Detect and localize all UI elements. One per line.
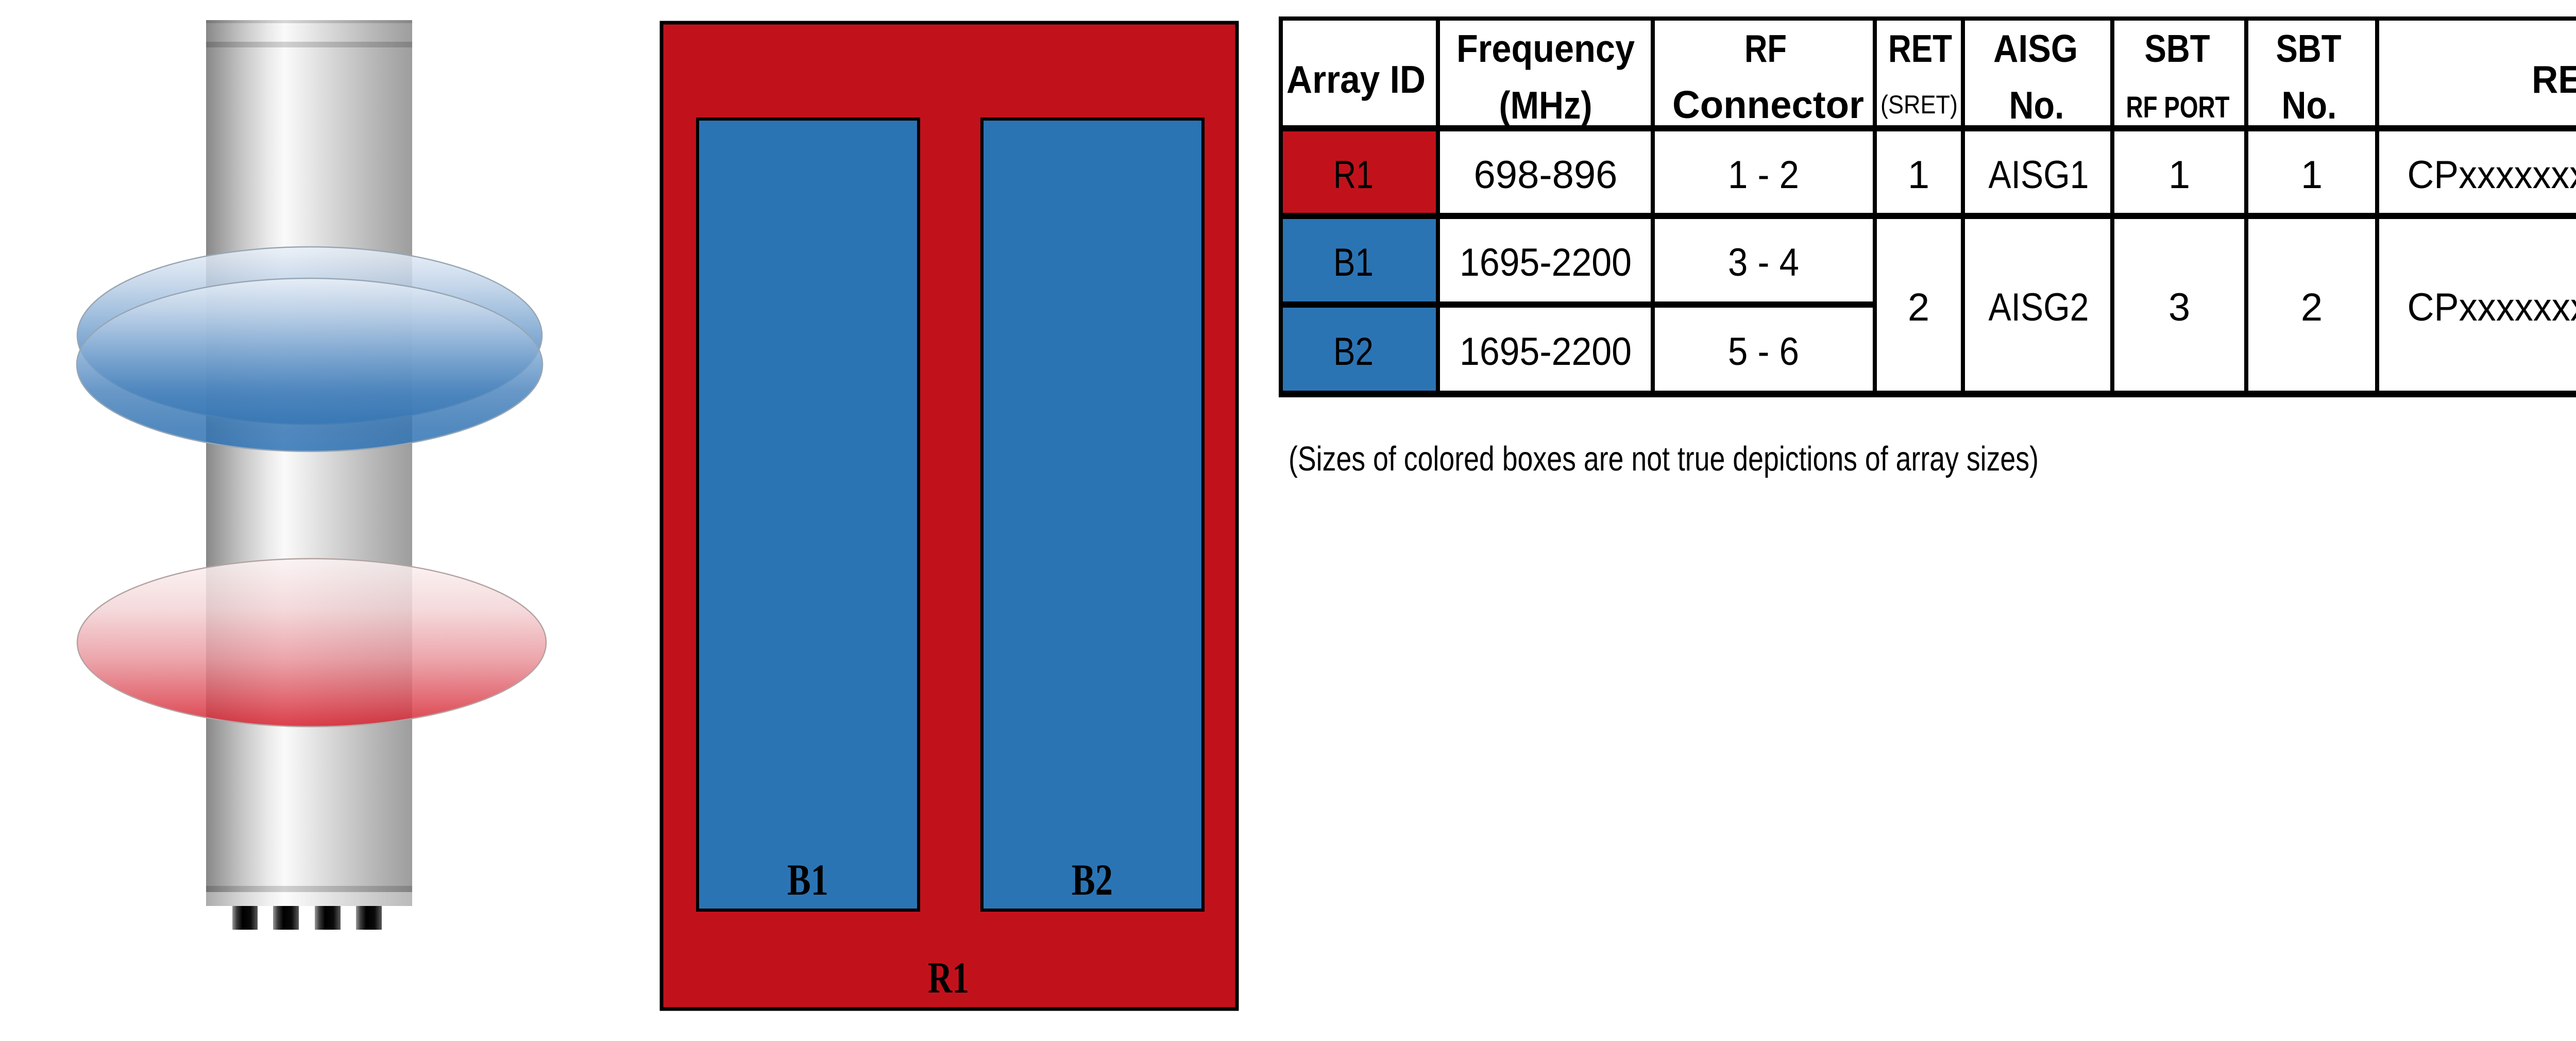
svg-text:RF: RF bbox=[1744, 27, 1787, 70]
svg-text:1: 1 bbox=[1908, 153, 1929, 197]
svg-text:SBT: SBT bbox=[2145, 27, 2210, 70]
svg-text:B2: B2 bbox=[1072, 855, 1113, 904]
svg-text:2: 2 bbox=[1908, 286, 1929, 329]
svg-text:Connector: Connector bbox=[1672, 83, 1864, 126]
svg-text:CPxxxxxxxxxxxxxxxxR1: CPxxxxxxxxxxxxxxxxR1 bbox=[2408, 153, 2576, 197]
svg-text:R1: R1 bbox=[928, 953, 969, 1002]
svg-text:(MHz): (MHz) bbox=[1499, 83, 1592, 127]
svg-text:5 - 6: 5 - 6 bbox=[1728, 330, 1799, 374]
svg-text:AISG: AISG bbox=[1993, 27, 2078, 70]
svg-text:AISG2: AISG2 bbox=[1989, 286, 2089, 329]
svg-text:RF PORT: RF PORT bbox=[2126, 91, 2230, 124]
svg-text:1: 1 bbox=[2168, 153, 2190, 197]
svg-text:(SRET): (SRET) bbox=[1880, 90, 1958, 119]
svg-text:Frequency: Frequency bbox=[1456, 27, 1635, 70]
svg-text:1695-2200: 1695-2200 bbox=[1460, 241, 1632, 284]
svg-text:SBT: SBT bbox=[2276, 27, 2342, 70]
svg-text:CPxxxxxxxxxxxxxxxxB1: CPxxxxxxxxxxxxxxxxB1 bbox=[2408, 286, 2576, 329]
svg-text:RET: RET bbox=[1888, 27, 1952, 70]
svg-text:B1: B1 bbox=[1333, 241, 1374, 284]
svg-text:B1: B1 bbox=[787, 855, 828, 904]
svg-text:698-896: 698-896 bbox=[1474, 153, 1618, 197]
svg-text:No.: No. bbox=[2282, 83, 2337, 127]
svg-text:B2: B2 bbox=[1333, 330, 1374, 374]
svg-text:1 - 2: 1 - 2 bbox=[1728, 153, 1799, 197]
svg-text:RET UID: RET UID bbox=[2532, 58, 2576, 101]
svg-text:1: 1 bbox=[2301, 153, 2323, 197]
svg-text:Array ID: Array ID bbox=[1286, 58, 1426, 101]
svg-text:(Sizes of colored boxes are no: (Sizes of colored boxes are not true dep… bbox=[1289, 440, 2039, 478]
svg-text:R1: R1 bbox=[1333, 153, 1374, 197]
svg-text:2: 2 bbox=[2301, 286, 2323, 329]
svg-text:1695-2200: 1695-2200 bbox=[1460, 330, 1632, 374]
svg-text:AISG1: AISG1 bbox=[1989, 153, 2089, 197]
svg-text:3: 3 bbox=[2168, 286, 2190, 329]
svg-text:3 - 4: 3 - 4 bbox=[1728, 241, 1799, 284]
svg-text:No.: No. bbox=[2009, 83, 2064, 127]
